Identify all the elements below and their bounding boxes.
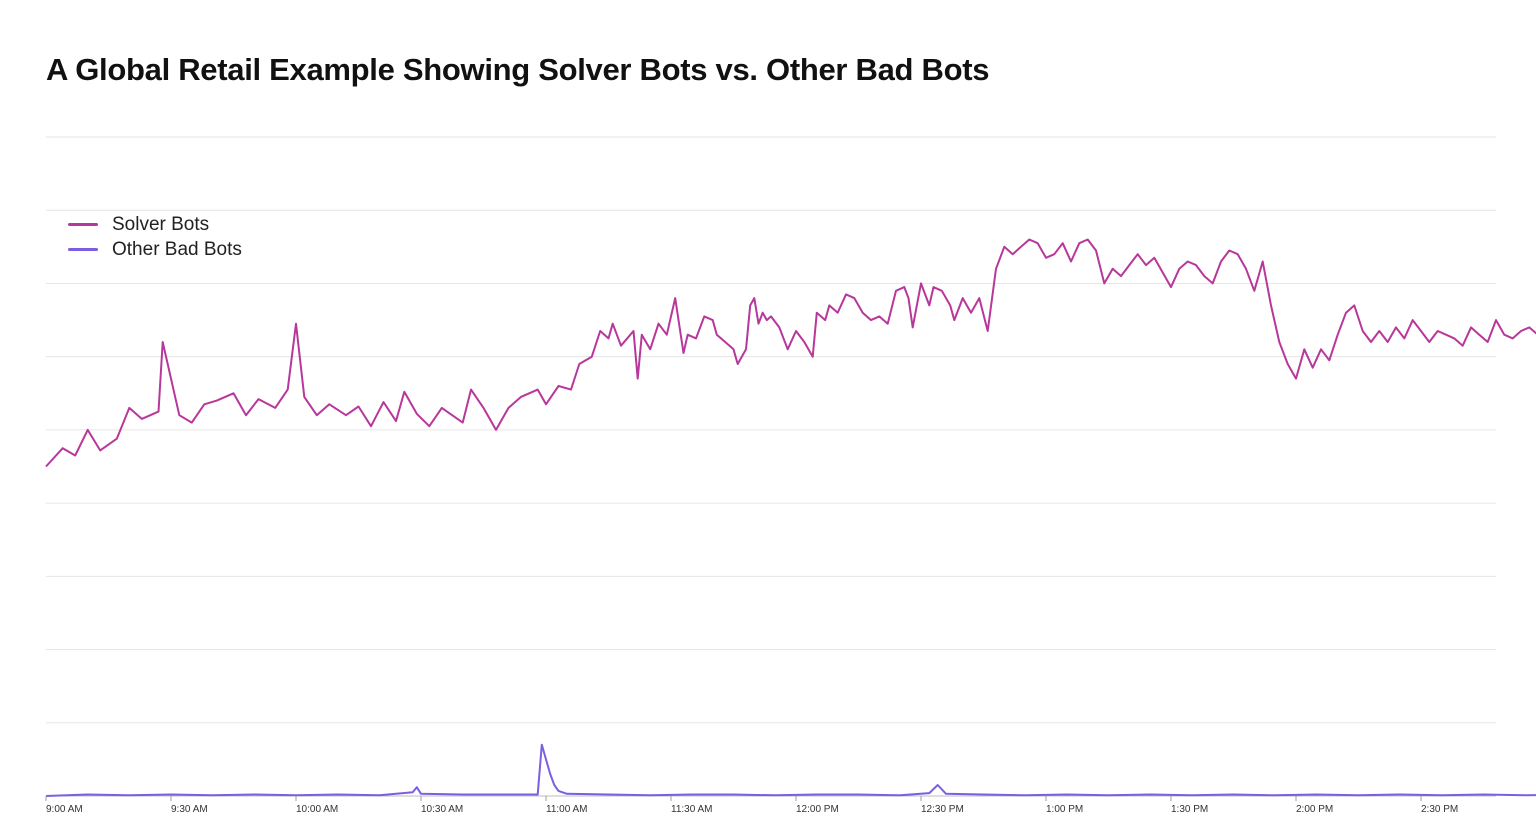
legend-swatch-other-bad-bots <box>68 248 98 251</box>
legend-label: Solver Bots <box>112 213 210 235</box>
chart-title: A Global Retail Example Showing Solver B… <box>46 52 990 87</box>
series-layer <box>45 238 1536 797</box>
x-tick-label: 12:00 PM <box>796 804 839 815</box>
grid-lines <box>46 136 1496 797</box>
x-tick-label: 10:30 AM <box>421 804 463 815</box>
series-line-other-bad-bots[interactable] <box>45 743 1536 797</box>
x-tick-label: 11:00 AM <box>546 804 588 815</box>
x-tick-label: 10:00 AM <box>296 804 338 815</box>
x-axis: 9:00 AM 9:30 AM 10:00 AM 10:30 AM 11:00 AM 11… <box>45 796 1458 815</box>
legend-swatch-solver-bots <box>68 223 98 226</box>
series-line-solver-bots[interactable] <box>45 238 1536 468</box>
x-tick-label: 11:30 AM <box>671 804 713 815</box>
legend-item-solver-bots[interactable]: Solver Bots <box>68 212 242 237</box>
x-tick-label: 1:30 PM <box>1171 804 1208 815</box>
legend-item-other-bad-bots[interactable]: Other Bad Bots <box>68 237 242 262</box>
x-tick-label: 2:30 PM <box>1421 804 1458 815</box>
x-tick-label: 9:30 AM <box>171 804 208 815</box>
legend-label: Other Bad Bots <box>112 238 242 260</box>
x-tick-label: 9:00 AM <box>46 804 83 815</box>
x-tick-label: 1:00 PM <box>1046 804 1083 815</box>
x-tick-label: 12:30 PM <box>921 804 964 815</box>
legend: Solver Bots Other Bad Bots <box>68 212 242 262</box>
x-tick-label: 2:00 PM <box>1296 804 1333 815</box>
